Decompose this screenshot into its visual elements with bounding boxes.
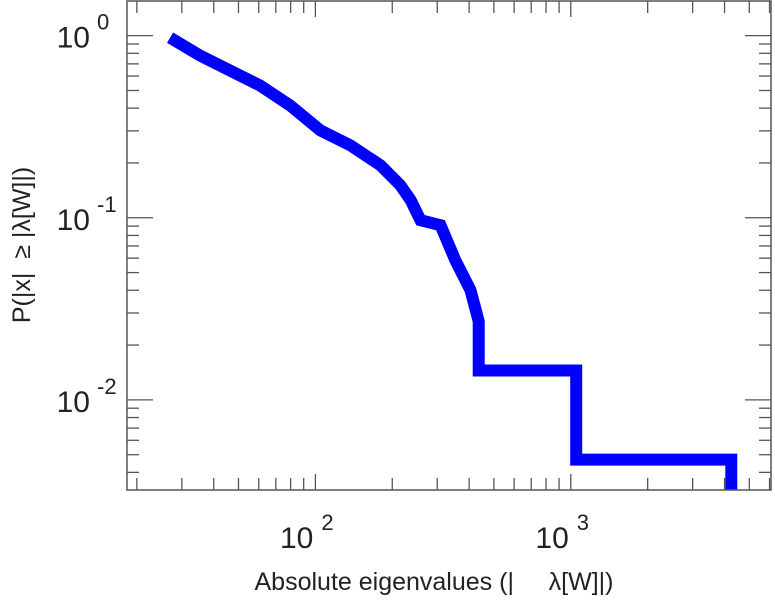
x-tick-label-exponent: 3: [577, 510, 589, 535]
x-tick-label: 10: [280, 522, 313, 555]
y-tick-labels: 10 0 10 -1 10 -2: [57, 10, 117, 419]
y-axis-label: P(|x| ≥ |λ[W]|): [8, 167, 36, 323]
y-tick-label-exponent: 0: [97, 10, 109, 35]
x-tick-labels: 10 2 10 3: [280, 510, 589, 555]
y-tick-label-exponent: -1: [97, 192, 117, 217]
x-axis-label: Absolute eigenvalues (| λ[W]|): [255, 568, 614, 596]
x-tick-label-exponent: 2: [321, 510, 333, 535]
y-tick-label-exponent: -2: [97, 374, 117, 399]
plot-frame: [126, 0, 772, 491]
y-tick-label: 10: [57, 22, 90, 55]
series-line-ccdf: [167, 32, 738, 490]
y-tick-label: 10: [57, 386, 90, 419]
axis-ticks: [127, 1, 771, 490]
x-tick-label: 10: [535, 522, 568, 555]
y-tick-label: 10: [57, 204, 90, 237]
